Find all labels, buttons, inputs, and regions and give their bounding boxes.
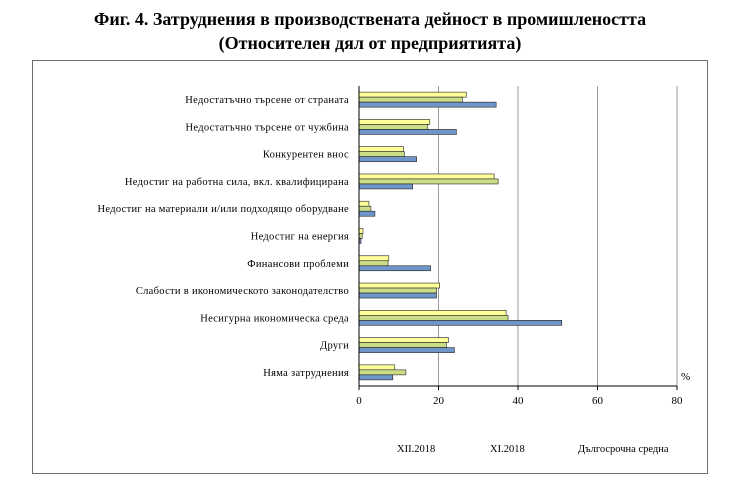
category-label: Недостиг на работна сила, вкл. квалифици… <box>125 177 349 188</box>
bar-xii-2018 <box>358 119 431 125</box>
x-tick-label: 80 <box>672 395 684 407</box>
x-tick-label: 20 <box>433 395 445 407</box>
legend-entry: XII.2018 <box>397 444 435 455</box>
category-label: Недостатъчно търсене от страната <box>185 95 349 106</box>
bar-xi-2018 <box>358 315 509 321</box>
bar-xii-2018 <box>358 255 390 262</box>
bar-xi-2018 <box>358 178 499 185</box>
bar-xii-2018 <box>358 228 364 234</box>
bar-xi-2018 <box>358 96 463 103</box>
category-label: Няма затруднения <box>263 368 349 379</box>
category-label: Слабости в икономическото законодателств… <box>136 286 349 297</box>
category-label: Недостиг на материали и/или подходящо об… <box>97 204 349 215</box>
category-label: Други <box>320 341 349 352</box>
bar-long-term-average <box>358 210 376 217</box>
bar-xi-2018 <box>358 124 429 130</box>
chart-title: Фиг. 4. Затруднения в производствената д… <box>93 9 647 29</box>
bar-long-term-average <box>358 265 431 272</box>
bar-xi-2018 <box>358 151 405 157</box>
legend-entry: XI.2018 <box>490 444 525 455</box>
category-label: Недостиг на енергия <box>251 232 349 243</box>
bar-xii-2018 <box>358 310 507 316</box>
category-label: Финансови проблеми <box>247 259 349 270</box>
bar-long-term-average <box>358 156 417 162</box>
bar-long-term-average <box>358 347 455 353</box>
bar-xi-2018 <box>358 287 437 294</box>
bar-xii-2018 <box>358 364 396 371</box>
category-label: Конкурентен внос <box>263 150 349 161</box>
bar-xii-2018 <box>358 200 370 207</box>
bar-xii-2018 <box>358 91 467 98</box>
bar-xii-2018 <box>358 337 449 343</box>
bar-xi-2018 <box>358 369 407 376</box>
bar-long-term-average <box>358 374 394 381</box>
x-tick-label: 40 <box>513 395 525 407</box>
bar-long-term-average <box>358 183 413 190</box>
bar-long-term-average <box>358 101 497 108</box>
bar-long-term-average <box>358 129 457 135</box>
bar-xii-2018 <box>358 282 440 289</box>
legend-entry: Дългосрочна средна <box>578 444 669 455</box>
category-label: Несигурна икономическа среда <box>200 313 349 324</box>
bar-xii-2018 <box>358 173 495 180</box>
x-tick-label: 0 <box>356 395 362 407</box>
bar-xi-2018 <box>358 260 389 267</box>
bar-long-term-average <box>358 292 437 299</box>
bar-xii-2018 <box>358 146 404 152</box>
bar-xi-2018 <box>358 205 372 212</box>
chart-frame <box>32 60 708 474</box>
category-label: Недостатъчно търсене от чужбина <box>185 122 349 133</box>
unit-label: % <box>681 371 690 383</box>
x-tick-label: 60 <box>592 395 604 407</box>
bar-long-term-average <box>358 320 563 326</box>
chart-subtitle: (Относителен дял от предприятията) <box>218 33 522 53</box>
bar-xi-2018 <box>358 342 447 348</box>
